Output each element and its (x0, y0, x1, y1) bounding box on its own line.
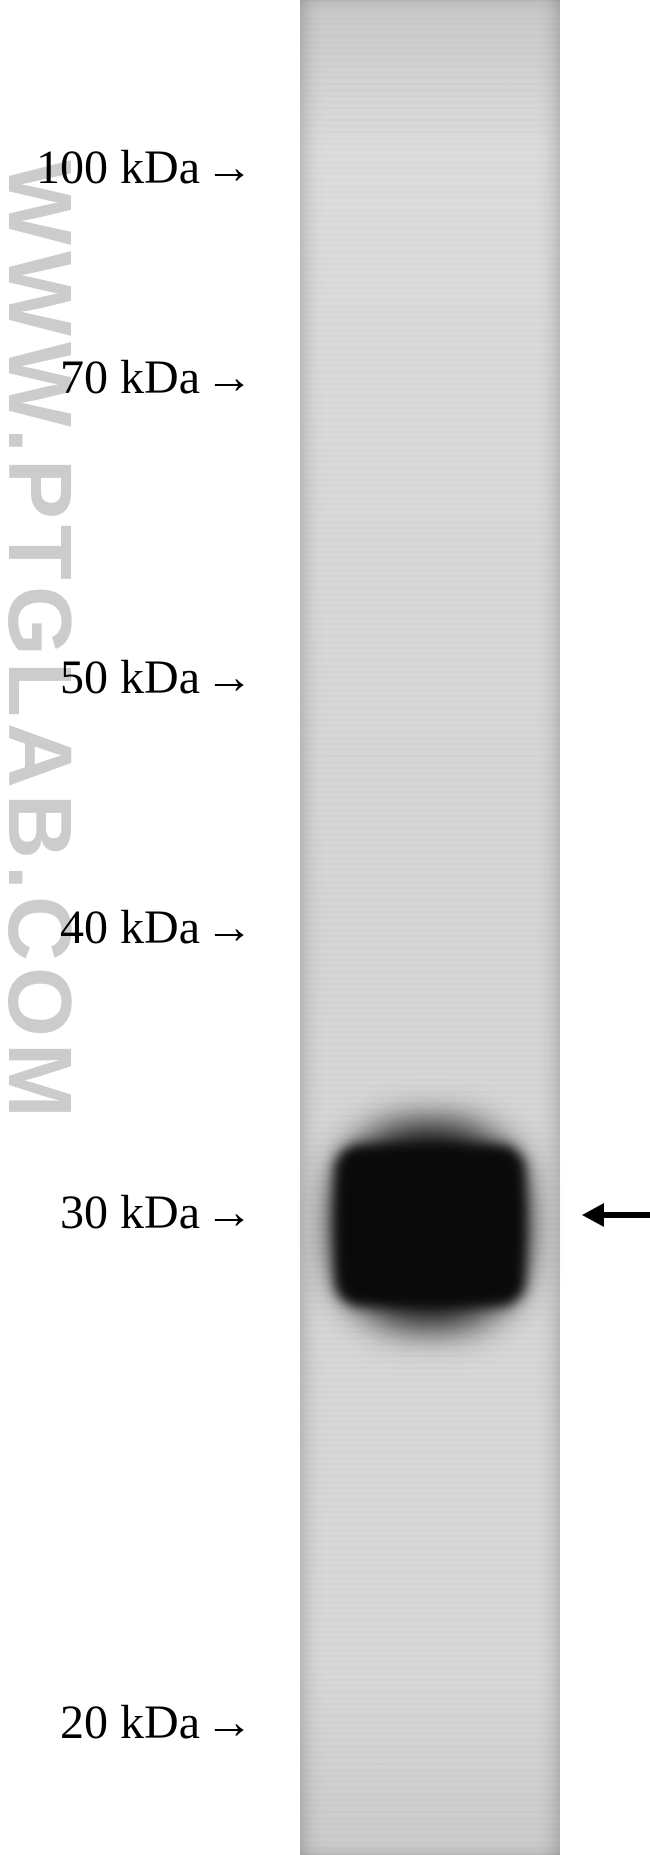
marker-arrow-5: → (205, 1695, 253, 1750)
marker-label-5: 20 kDa (0, 1695, 200, 1750)
marker-label-0: 100 kDa (0, 140, 200, 195)
marker-label-1: 70 kDa (0, 350, 200, 405)
marker-arrow-1: → (205, 350, 253, 405)
marker-arrow-4: → (205, 1185, 253, 1240)
marker-arrow-0: → (205, 140, 253, 195)
lane-texture (300, 0, 560, 1855)
result-arrow-icon (580, 1195, 650, 1235)
band-0-core (335, 1145, 525, 1306)
marker-arrow-2: → (205, 650, 253, 705)
blot-lane (300, 0, 560, 1855)
watermark-text: WWW.PTGLAB.COM (0, 160, 90, 1124)
marker-label-3: 40 kDa (0, 900, 200, 955)
marker-label-2: 50 kDa (0, 650, 200, 705)
blot-figure: WWW.PTGLAB.COM 100 kDa→70 kDa→50 kDa→40 … (0, 0, 650, 1855)
marker-arrow-3: → (205, 900, 253, 955)
marker-label-4: 30 kDa (0, 1185, 200, 1240)
